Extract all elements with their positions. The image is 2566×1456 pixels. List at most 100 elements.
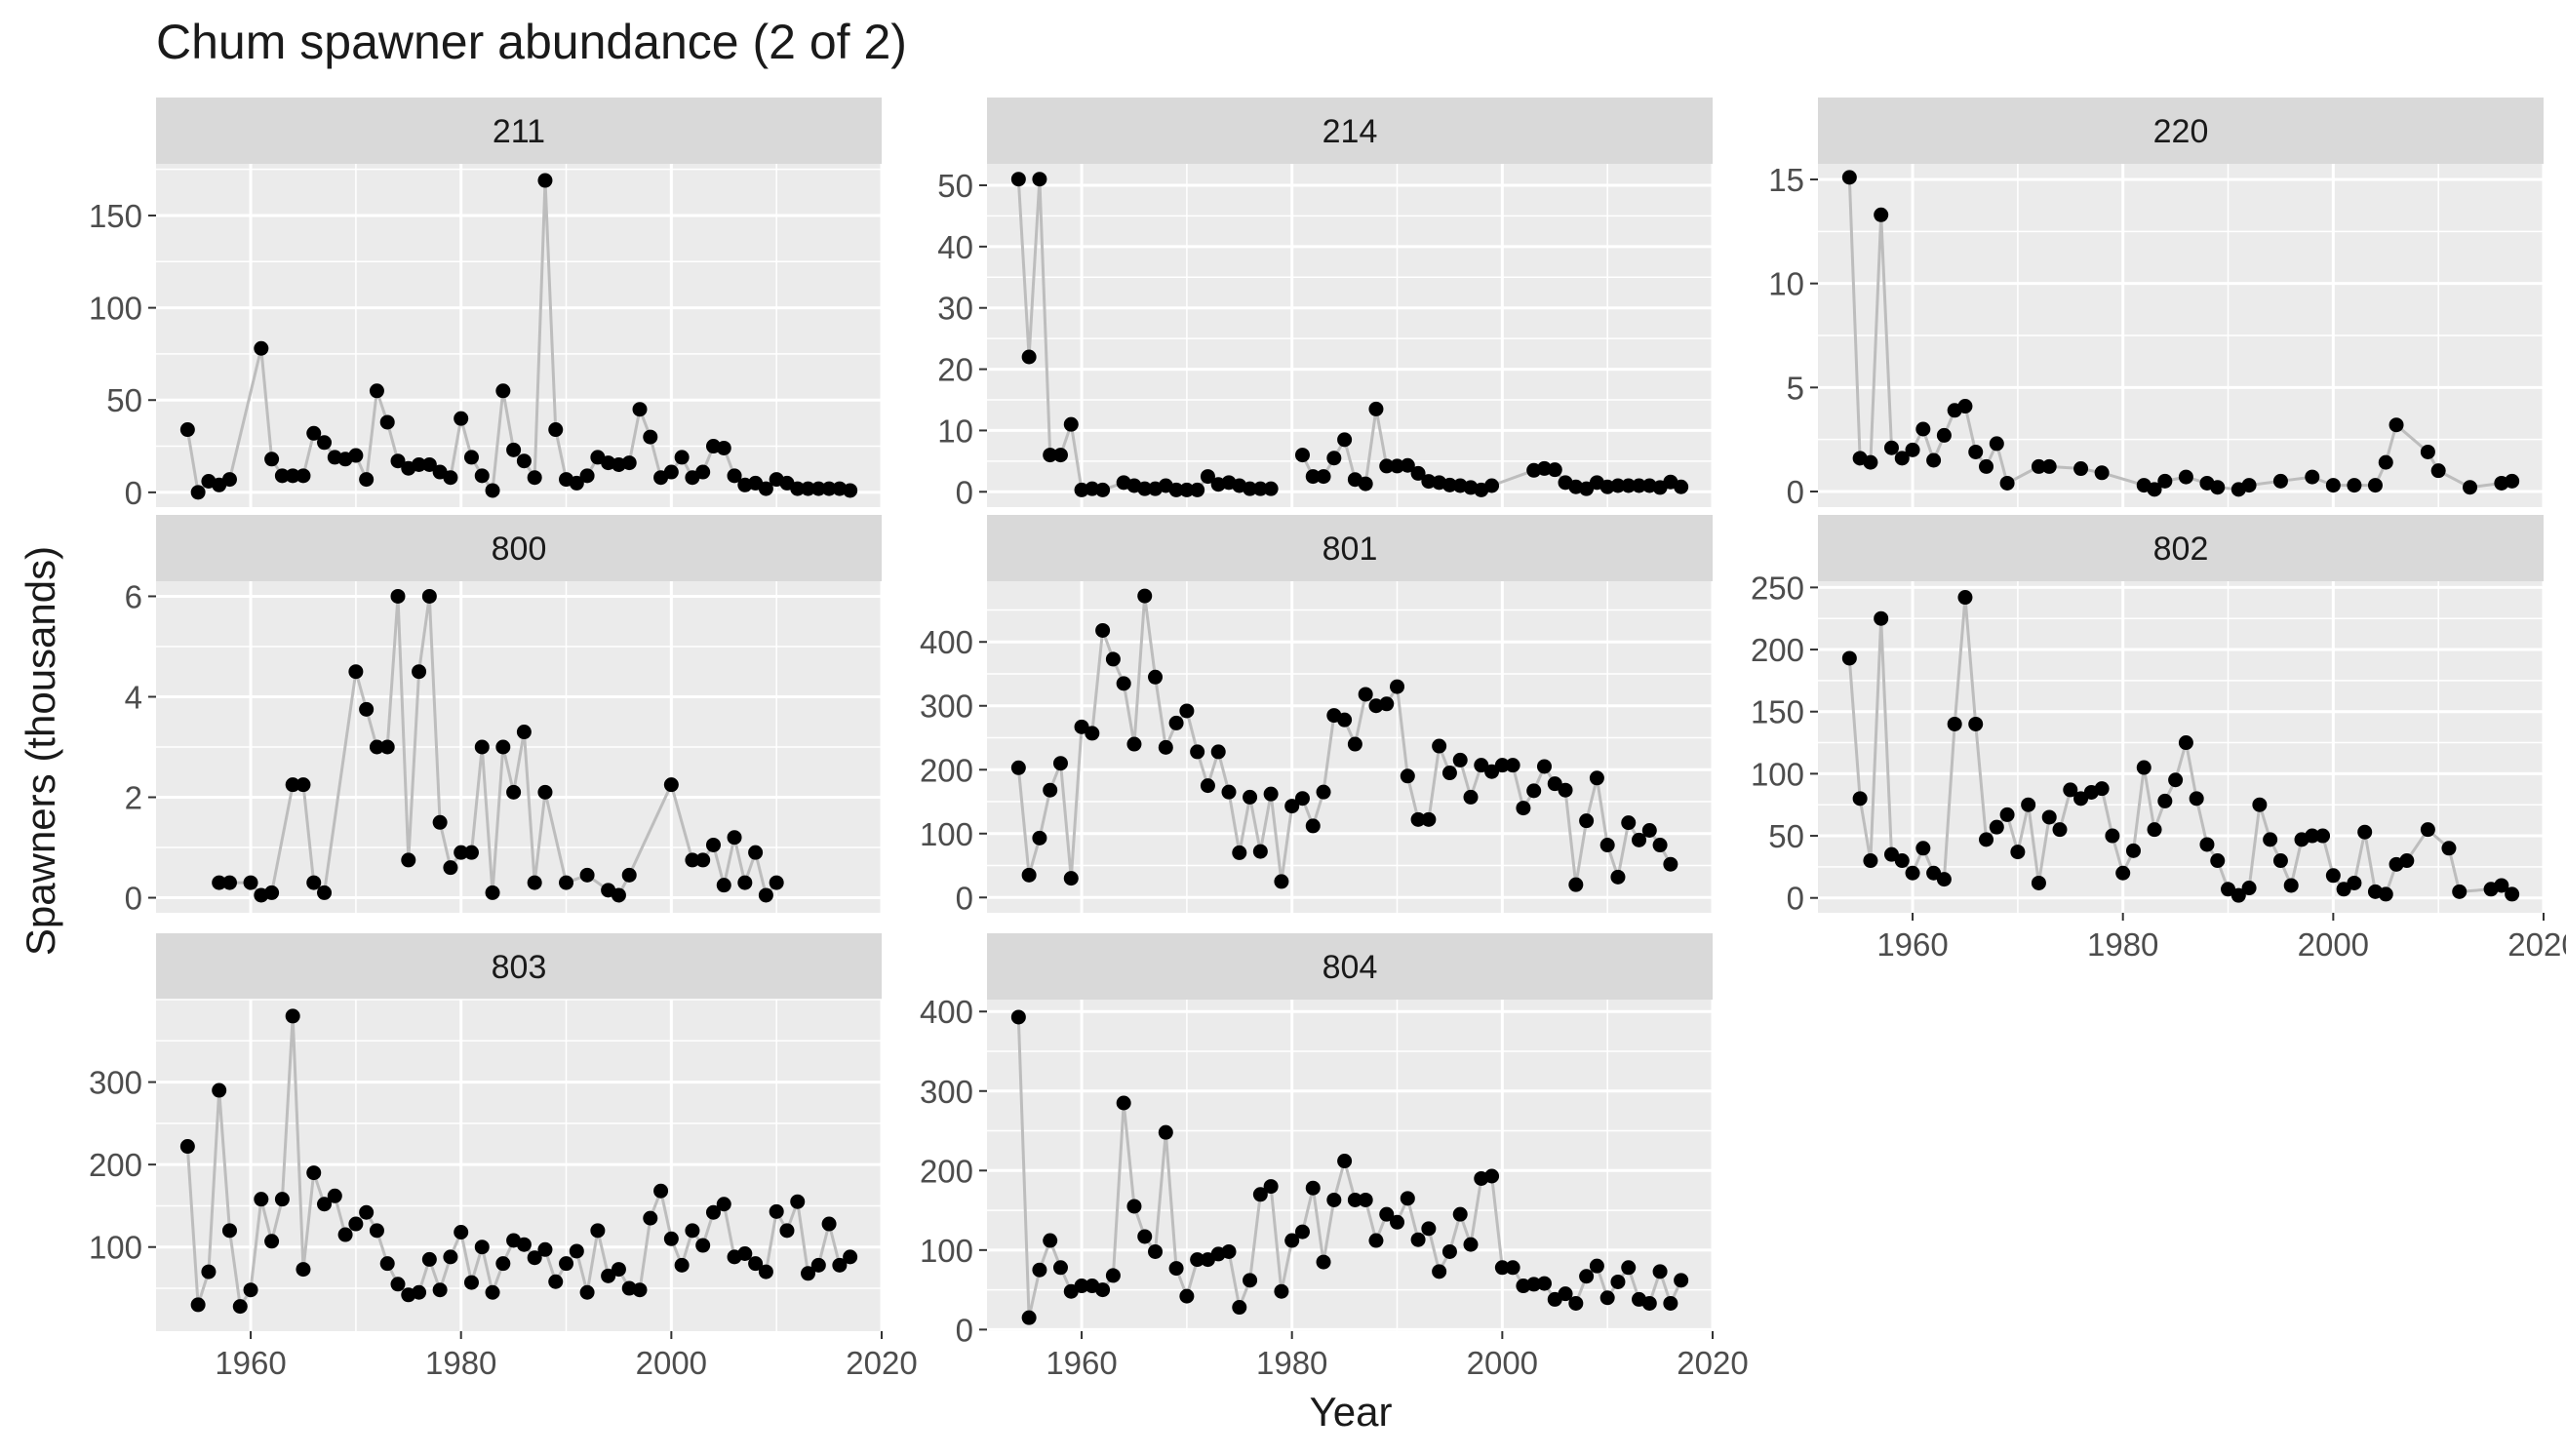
data-point [1390,458,1405,474]
data-point [1641,822,1657,838]
x-tick-label: 2000 [1467,1345,1538,1381]
data-point [716,1197,731,1212]
data-point [1284,1233,1300,1248]
data-point [1148,669,1164,685]
y-tick-label: 150 [1751,694,1804,730]
data-point [2147,482,2162,497]
y-tick-label: 400 [920,624,973,660]
data-point [2094,465,2110,481]
data-point [327,1188,342,1203]
data-point [2136,760,2151,775]
data-point [1043,1233,1058,1248]
data-point [1095,1282,1111,1298]
data-point [1579,813,1595,829]
data-point [1652,1264,1668,1279]
data-point [1874,207,1889,222]
data-point [179,422,195,438]
data-point [1432,1264,1447,1279]
y-tick-label: 300 [920,689,973,725]
y-tick-label: 200 [920,1153,973,1189]
facet-strip [987,98,1713,164]
data-point [1494,758,1510,773]
data-point [1968,444,1984,459]
data-point [843,483,858,498]
data-point [1663,856,1678,872]
data-point [1021,1310,1037,1325]
data-point [1526,783,1542,799]
x-tick-label: 2000 [2298,926,2369,963]
data-point [243,1282,258,1298]
data-point [1243,789,1258,805]
data-point [1905,865,1920,881]
data-point [1252,481,1268,496]
data-point [264,452,280,467]
y-axis-label: Spawners (thousands) [18,546,63,956]
data-point [2505,886,2520,902]
data-point [1052,448,1068,463]
x-tick-label: 1960 [215,1345,286,1381]
data-point [727,468,742,484]
facet-strip-label: 800 [492,531,547,568]
data-point [1179,703,1195,719]
data-point [1505,1260,1520,1276]
data-point [264,1234,280,1249]
data-point [663,1231,679,1246]
data-point [1547,776,1562,792]
data-point [621,867,637,883]
data-point [1043,448,1058,463]
data-point [454,411,469,426]
data-point [1558,782,1573,798]
data-point [1989,436,2004,452]
data-point [474,468,490,484]
data-point [348,1216,364,1232]
data-point [663,464,679,480]
data-point [296,468,311,484]
data-point [432,1282,448,1298]
data-point [1274,874,1289,889]
data-point [737,1245,753,1261]
data-point [1599,1290,1615,1306]
data-point [421,1251,437,1267]
data-point [1010,1009,1026,1025]
data-point [1379,458,1395,474]
data-point [2073,461,2089,477]
data-point [1432,738,1447,754]
data-point [1294,1224,1310,1240]
data-point [2063,782,2078,798]
data-point [2357,824,2373,840]
data-point [548,1274,564,1289]
data-point [790,1194,806,1209]
data-point [2325,478,2341,493]
y-tick-label: 0 [1787,474,1804,510]
data-point [1915,421,1931,437]
data-point [306,425,322,441]
data-point [2336,882,2351,897]
data-point [359,472,375,488]
data-point [695,852,711,868]
data-point [810,481,826,496]
y-tick-label: 0 [125,475,142,511]
data-point [1674,479,1689,494]
data-point [1137,481,1153,496]
x-tick-label: 2020 [846,1345,917,1381]
data-point [190,485,206,500]
data-point [1232,1300,1247,1316]
data-point [2210,853,2226,869]
data-point [1274,1283,1289,1299]
data-point [412,1284,427,1300]
data-point [685,852,700,868]
y-tick-label: 0 [125,881,142,917]
data-point [716,878,731,893]
data-point [527,1250,542,1266]
data-point [1221,784,1237,800]
data-point [1032,1262,1047,1278]
data-point [1232,845,1247,860]
data-point [1095,482,1111,497]
y-tick-label: 15 [1768,162,1804,198]
data-point [1052,756,1068,771]
data-point [369,383,384,399]
data-point [379,414,395,430]
x-tick-label: 2020 [2507,926,2566,963]
facet-strip [987,515,1713,581]
data-point [2452,884,2467,899]
